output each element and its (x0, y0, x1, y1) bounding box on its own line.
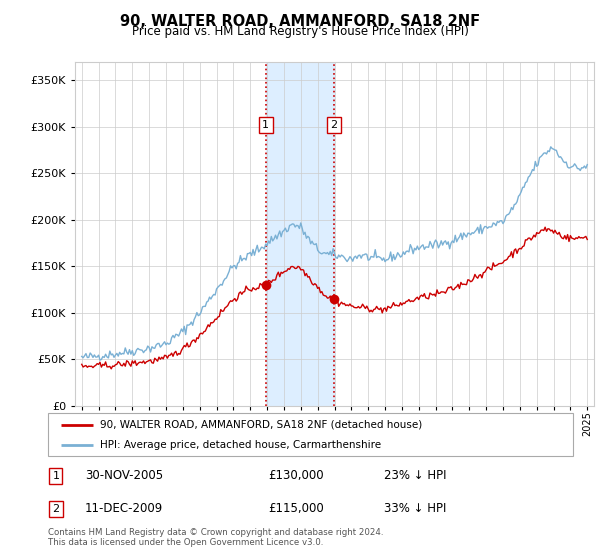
Text: £130,000: £130,000 (269, 469, 324, 483)
Text: 1: 1 (262, 120, 269, 130)
Text: Price paid vs. HM Land Registry's House Price Index (HPI): Price paid vs. HM Land Registry's House … (131, 25, 469, 38)
Text: 90, WALTER ROAD, AMMANFORD, SA18 2NF (detached house): 90, WALTER ROAD, AMMANFORD, SA18 2NF (de… (101, 420, 423, 430)
FancyBboxPatch shape (48, 413, 573, 456)
Text: 1: 1 (52, 471, 59, 481)
Text: 2: 2 (330, 120, 337, 130)
Bar (266, 62, 334, 406)
Text: 33% ↓ HPI: 33% ↓ HPI (384, 502, 446, 515)
Text: 11-DEC-2009: 11-DEC-2009 (85, 502, 163, 515)
Text: 23% ↓ HPI: 23% ↓ HPI (384, 469, 446, 483)
Text: £115,000: £115,000 (269, 502, 324, 515)
Text: Contains HM Land Registry data © Crown copyright and database right 2024.
This d: Contains HM Land Registry data © Crown c… (48, 528, 383, 547)
Text: HPI: Average price, detached house, Carmarthenshire: HPI: Average price, detached house, Carm… (101, 440, 382, 450)
Text: 90, WALTER ROAD, AMMANFORD, SA18 2NF: 90, WALTER ROAD, AMMANFORD, SA18 2NF (120, 14, 480, 29)
Text: 30-NOV-2005: 30-NOV-2005 (85, 469, 163, 483)
Text: 2: 2 (52, 503, 59, 514)
